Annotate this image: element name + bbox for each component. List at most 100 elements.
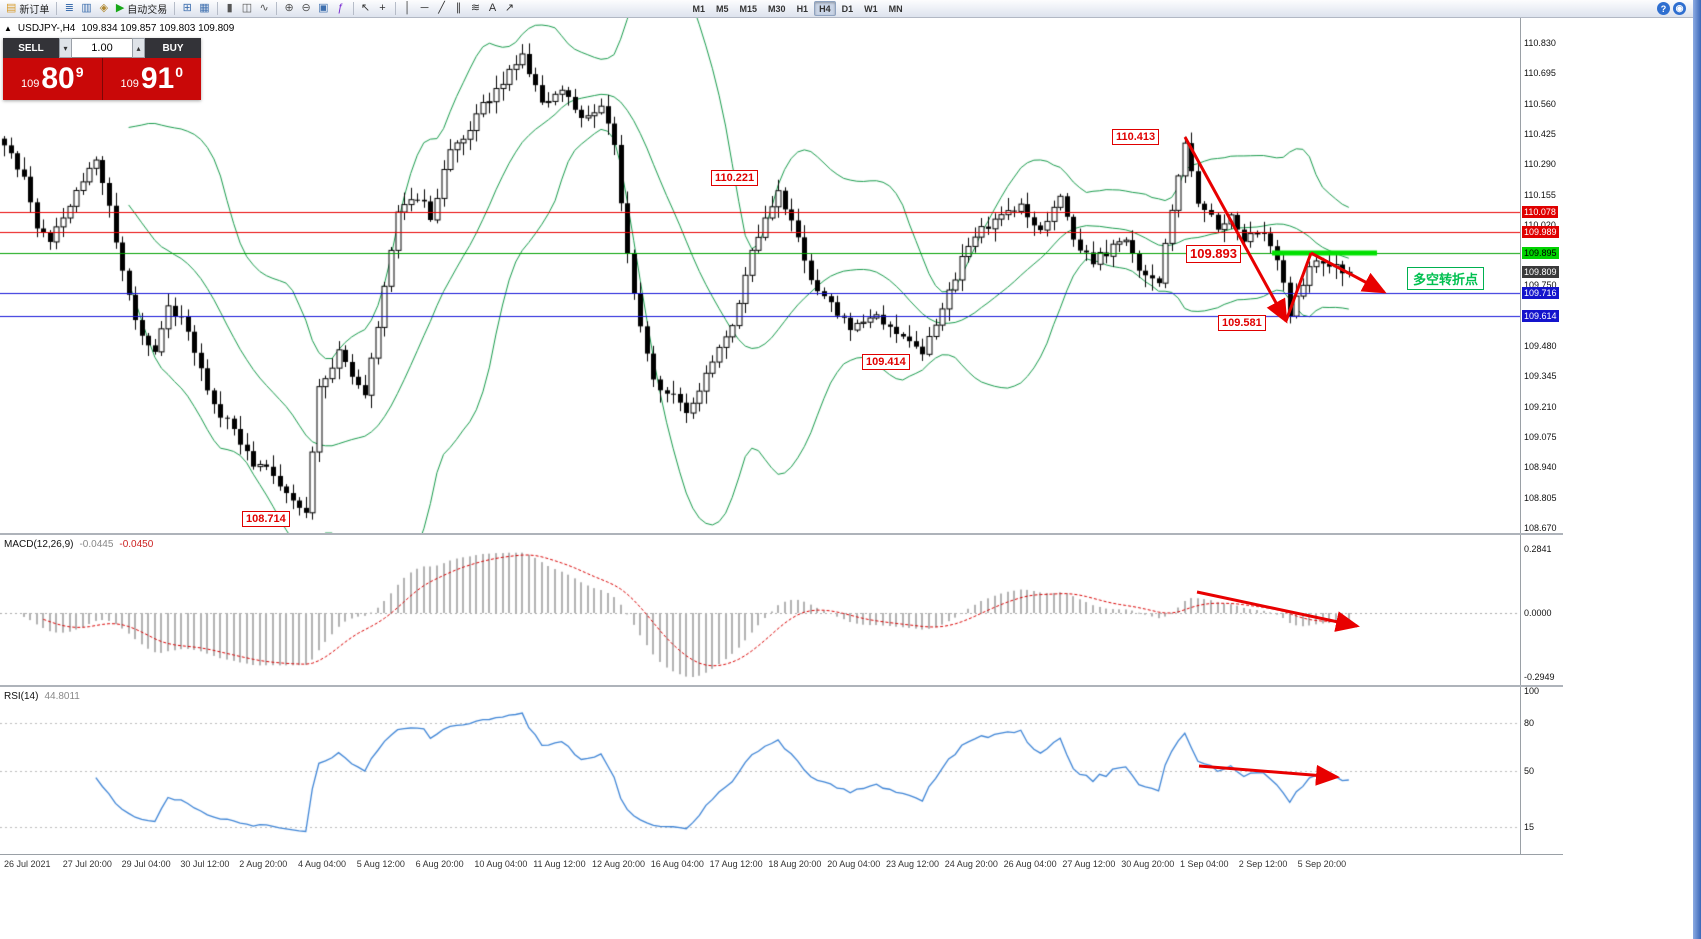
price-tick: 109.075: [1524, 432, 1557, 443]
new-order-icon: ▤: [6, 2, 17, 14]
timeframe-toolbar: M1 M5 M15 M30 H1 H4 D1 W1 MN: [688, 1, 908, 16]
date-label: 18 Aug 20:00: [768, 859, 822, 869]
new-chart-button[interactable]: ⊞: [179, 1, 195, 17]
channel-button[interactable]: ∥: [451, 1, 467, 17]
date-label: 26 Jul 2021: [4, 859, 51, 869]
price-callout[interactable]: 110.413: [1112, 129, 1160, 145]
toolbar-right: ? ◉: [1657, 2, 1686, 15]
horizontal-line-icon: ─: [420, 2, 429, 14]
market-watch-icon: ≣: [64, 2, 75, 14]
macd-scale-tick: 0.2841: [1524, 544, 1552, 554]
vertical-line-button[interactable]: │: [400, 1, 416, 17]
price-tick: 108.670: [1524, 522, 1557, 533]
data-window-icon: ▥: [81, 2, 92, 14]
date-label: 24 Aug 20:00: [944, 859, 998, 869]
community-icon[interactable]: ◉: [1673, 2, 1686, 15]
collapse-panel-icon[interactable]: ▲: [4, 24, 12, 33]
data-window-button[interactable]: ▥: [78, 1, 94, 17]
trendline-button[interactable]: ╱: [434, 1, 450, 17]
zoom-in-button[interactable]: ⊕: [281, 1, 297, 17]
price-tick: 110.290: [1524, 159, 1556, 170]
crosshair-button[interactable]: +: [375, 1, 391, 17]
indicators-button[interactable]: ƒ: [333, 1, 349, 17]
rsi-panel-canvas[interactable]: [0, 687, 1520, 853]
new-order-label: 新订单: [19, 5, 50, 16]
tf-m1-button[interactable]: M1: [692, 3, 706, 14]
price-callout[interactable]: 108.714: [242, 511, 290, 527]
bar-chart-mode-button[interactable]: ▮: [222, 1, 238, 17]
date-label: 30 Aug 20:00: [1121, 859, 1175, 869]
tile-windows-button[interactable]: ▣: [315, 1, 331, 17]
tf-m15-button[interactable]: M15: [739, 3, 758, 14]
date-label: 11 Aug 12:00: [533, 859, 586, 869]
toolbar-separator: [352, 2, 354, 15]
tf-m5-button[interactable]: M5: [716, 3, 729, 14]
cursor-button[interactable]: ↖: [358, 1, 374, 17]
sell-price-sup: 9: [75, 63, 84, 80]
fibonacci-button[interactable]: ≋: [468, 1, 484, 17]
market-watch-button[interactable]: ≣: [61, 1, 77, 17]
main-toolbar: ▤ 新订单 ≣ ▥ ◈ ▶ 自动交易 ⊞ ▦ ▮ ◫ ∿ ⊕ ⊖ ▣ ƒ ↖ + │ ─ ╱ ∥ ≋ A ↗ M1 M5 M15 M3…: [0, 0, 1693, 18]
arrow-objects-button[interactable]: ↗: [502, 1, 518, 17]
rsi-scale-tick: 100: [1524, 686, 1540, 696]
date-label: 5 Aug 12:00: [356, 859, 405, 869]
volume-increase-button[interactable]: ▴: [132, 38, 145, 58]
price-callout[interactable]: 109.581: [1218, 315, 1266, 331]
autotrading-button[interactable]: ▶ 自动交易: [113, 1, 170, 17]
text-label-button[interactable]: A: [485, 1, 501, 17]
trendline-icon: ╱: [438, 2, 445, 14]
help-icon[interactable]: ?: [1657, 2, 1670, 15]
tf-h4-button[interactable]: H4: [814, 1, 836, 16]
toolbar-buttons: ▤ 新订单 ≣ ▥ ◈ ▶ 自动交易 ⊞ ▦ ▮ ◫ ∿ ⊕ ⊖ ▣ ƒ ↖ + │ ─ ╱ ∥ ≋ A ↗: [3, 1, 518, 17]
buy-price[interactable]: 109 91 0: [103, 58, 202, 100]
navigator-button[interactable]: ◈: [96, 1, 112, 17]
cursor-icon: ↖: [360, 2, 371, 14]
price-badge-109.809: 109.809: [1522, 266, 1559, 279]
horizontal-line-button[interactable]: ─: [417, 1, 433, 17]
price-callout[interactable]: 109.414: [862, 354, 910, 370]
time-axis[interactable]: 26 Jul 2021 27 Jul 20:00 29 Jul 04:00 30 Ju…: [0, 854, 1563, 872]
price-badge-109.895: 109.895: [1522, 246, 1559, 259]
zoom-in-icon: ⊕: [284, 2, 294, 14]
date-label: 16 Aug 04:00: [650, 859, 704, 869]
tf-mn-button[interactable]: MN: [888, 3, 903, 14]
one-click-trading-panel: SELL ▾ 1.00 ▴ BUY 109 80 9 109 91 0: [3, 38, 201, 100]
rsi-scale-tick: 80: [1524, 718, 1535, 728]
line-chart-mode-button[interactable]: ∿: [256, 1, 272, 17]
ohlc-values: 109.834 109.857 109.803 109.809: [81, 23, 235, 34]
date-label: 30 Jul 12:00: [180, 859, 230, 869]
price-axis[interactable]: 110.830 110.695 110.560 110.425 110.290 110.1…: [1520, 18, 1563, 854]
price-callout[interactable]: 109.893: [1186, 245, 1241, 263]
panel-splitter[interactable]: [0, 685, 1563, 687]
price-chart-canvas[interactable]: [0, 18, 1520, 533]
chart-window: 110.830 110.695 110.560 110.425 110.290 110.1…: [0, 18, 1563, 872]
new-order-button[interactable]: ▤ 新订单: [3, 1, 52, 17]
tf-w1-button[interactable]: W1: [864, 3, 878, 14]
panel-splitter[interactable]: [0, 533, 1563, 535]
tf-m30-button[interactable]: M30: [768, 3, 786, 14]
macd-value-main: -0.0445: [79, 539, 114, 550]
macd-panel-canvas[interactable]: [0, 535, 1520, 685]
buy-button[interactable]: BUY: [145, 38, 201, 58]
profiles-button[interactable]: ▦: [196, 1, 212, 17]
annotation-note[interactable]: 多空转折点: [1407, 267, 1485, 290]
tf-d1-button[interactable]: D1: [841, 3, 854, 14]
bar-chart-mode-icon: ▮: [226, 2, 233, 14]
toolbar-separator: [394, 2, 396, 15]
sell-price-small: 109: [20, 77, 40, 90]
price-tick: 110.830: [1524, 38, 1556, 48]
candle-chart-mode-button[interactable]: ◫: [239, 1, 255, 17]
volume-input[interactable]: 1.00: [72, 38, 132, 58]
date-label: 27 Jul 20:00: [62, 859, 112, 869]
rsi-indicator-label: RSI(14) 44.8011: [4, 691, 80, 702]
zoom-out-button[interactable]: ⊖: [298, 1, 314, 17]
symbol-period-label: USDJPY-,H4: [17, 23, 76, 34]
toolbar-separator: [276, 2, 278, 15]
volume-decrease-button[interactable]: ▾: [59, 38, 72, 58]
sell-price[interactable]: 109 80 9: [3, 58, 102, 100]
macd-value-signal: -0.0450: [119, 539, 154, 550]
tf-h1-button[interactable]: H1: [796, 3, 809, 14]
sell-button[interactable]: SELL: [3, 38, 59, 58]
price-callout[interactable]: 110.221: [711, 170, 759, 186]
date-label: 23 Aug 12:00: [886, 859, 940, 869]
